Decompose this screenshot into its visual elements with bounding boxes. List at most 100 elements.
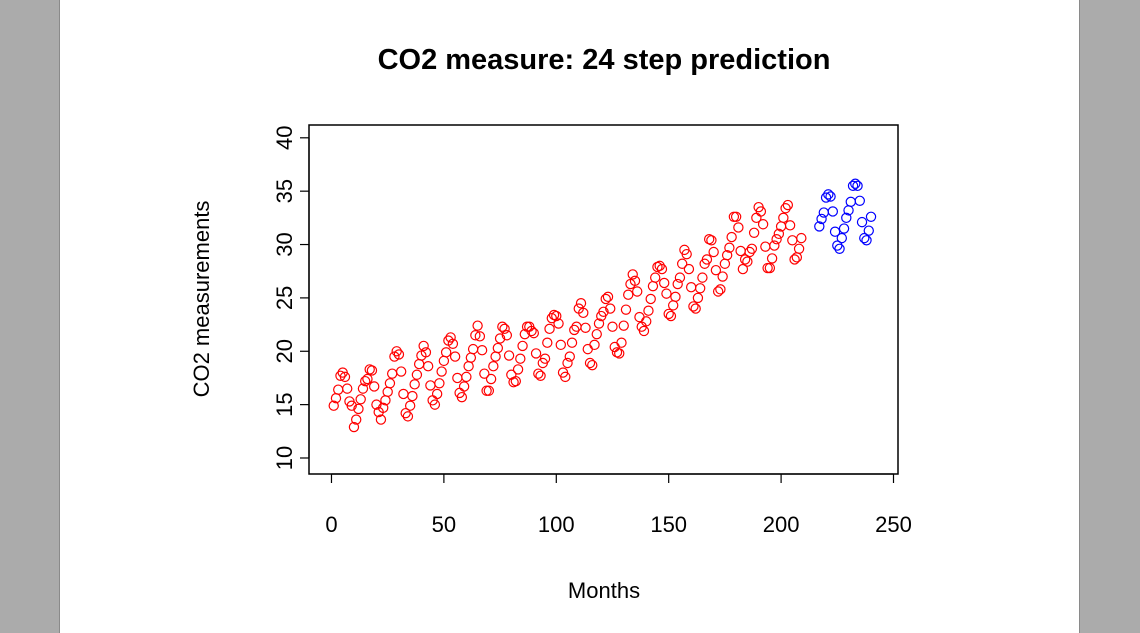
observed-point — [548, 309, 560, 321]
observed-point — [791, 252, 803, 263]
plot-panel: CO2 measure: 24 step prediction Months C… — [59, 0, 1080, 633]
observed-point — [746, 243, 758, 255]
observed-point — [685, 282, 697, 293]
observed-point — [578, 307, 589, 319]
observed-point — [721, 250, 733, 261]
observed-point — [593, 318, 605, 329]
observed-point — [773, 228, 785, 240]
observed-point — [566, 337, 578, 348]
observed-point — [580, 322, 591, 333]
observed-point — [375, 414, 387, 425]
observed-point — [703, 233, 715, 245]
observed-point — [362, 373, 373, 385]
observed-point — [449, 351, 461, 362]
observed-point — [719, 258, 731, 269]
observed-point — [690, 303, 701, 314]
observed-point — [748, 227, 760, 238]
observed-point — [771, 233, 782, 245]
observed-point — [351, 414, 362, 425]
observed-point — [400, 407, 411, 419]
observed-point — [735, 245, 746, 257]
observed-point — [667, 300, 679, 311]
observed-point — [582, 343, 593, 355]
observed-point — [656, 263, 668, 275]
observed-point — [499, 323, 510, 335]
observed-point — [366, 365, 378, 376]
y-tick-label: 20 — [272, 339, 297, 363]
predicted-point — [832, 240, 843, 251]
observed-point — [528, 327, 540, 339]
observed-point — [670, 291, 681, 303]
observed-point — [724, 242, 735, 253]
observed-point — [728, 211, 740, 222]
observed-point — [413, 358, 425, 370]
observed-point — [647, 280, 659, 292]
observed-point — [485, 373, 497, 385]
observed-point — [764, 262, 776, 274]
observed-point — [407, 390, 418, 402]
observed-point — [730, 211, 742, 222]
observed-point — [663, 308, 674, 320]
observed-point — [479, 368, 490, 379]
predicted-point — [816, 213, 827, 225]
observed-point — [533, 368, 544, 379]
observed-point — [555, 339, 566, 351]
observed-point — [492, 342, 504, 354]
observed-point — [782, 199, 794, 211]
observed-point — [661, 288, 672, 299]
observed-point — [676, 258, 688, 269]
observed-point — [560, 371, 571, 383]
observed-point — [508, 377, 519, 388]
observed-point — [692, 292, 704, 304]
observed-point — [530, 348, 542, 359]
predicted-point — [863, 225, 874, 236]
observed-point — [712, 286, 724, 297]
observed-point — [526, 325, 537, 337]
observed-point — [609, 341, 620, 353]
predicted-point — [818, 207, 830, 218]
observed-point — [438, 355, 450, 367]
scatter-chart: CO2 measure: 24 step prediction Months C… — [189, 44, 912, 603]
plot-border — [308, 124, 899, 475]
observed-point — [681, 248, 692, 260]
observed-point — [472, 320, 483, 331]
observed-point — [391, 346, 402, 357]
observed-point — [458, 381, 470, 392]
observed-point — [627, 269, 638, 280]
observed-point — [465, 352, 477, 363]
observed-point — [481, 385, 492, 396]
observed-point — [755, 206, 767, 217]
predicted-point — [852, 180, 863, 192]
observed-point — [762, 262, 773, 274]
observed-point — [638, 325, 650, 337]
predicted-point — [820, 192, 832, 203]
x-tick-label: 250 — [875, 512, 912, 537]
observed-point — [476, 344, 488, 356]
y-tick-label: 25 — [272, 286, 297, 310]
x-tick-label: 200 — [763, 512, 800, 537]
observed-point — [674, 272, 686, 283]
observed-point — [490, 351, 501, 362]
chart-title: CO2 measure: 24 step prediction — [378, 44, 831, 76]
observed-point — [517, 340, 528, 352]
observed-point — [760, 241, 771, 252]
predicted-point — [856, 216, 868, 228]
observed-point — [645, 293, 656, 305]
observed-point — [616, 337, 627, 348]
observed-point — [409, 379, 420, 390]
observed-point — [497, 321, 508, 332]
observed-point — [717, 271, 728, 282]
observed-point — [398, 388, 409, 400]
observed-point — [342, 383, 353, 394]
observed-point — [629, 275, 641, 287]
predicted-point — [814, 221, 825, 232]
observed-point — [436, 366, 447, 377]
y-axis-label: CO2 measurements — [189, 201, 214, 398]
observed-point — [584, 357, 596, 369]
predicted-point — [861, 235, 872, 246]
y-tick-label: 35 — [272, 179, 297, 203]
observed-point — [789, 254, 800, 265]
observed-point — [463, 361, 474, 372]
observed-point — [780, 203, 791, 214]
observed-point — [623, 289, 634, 300]
